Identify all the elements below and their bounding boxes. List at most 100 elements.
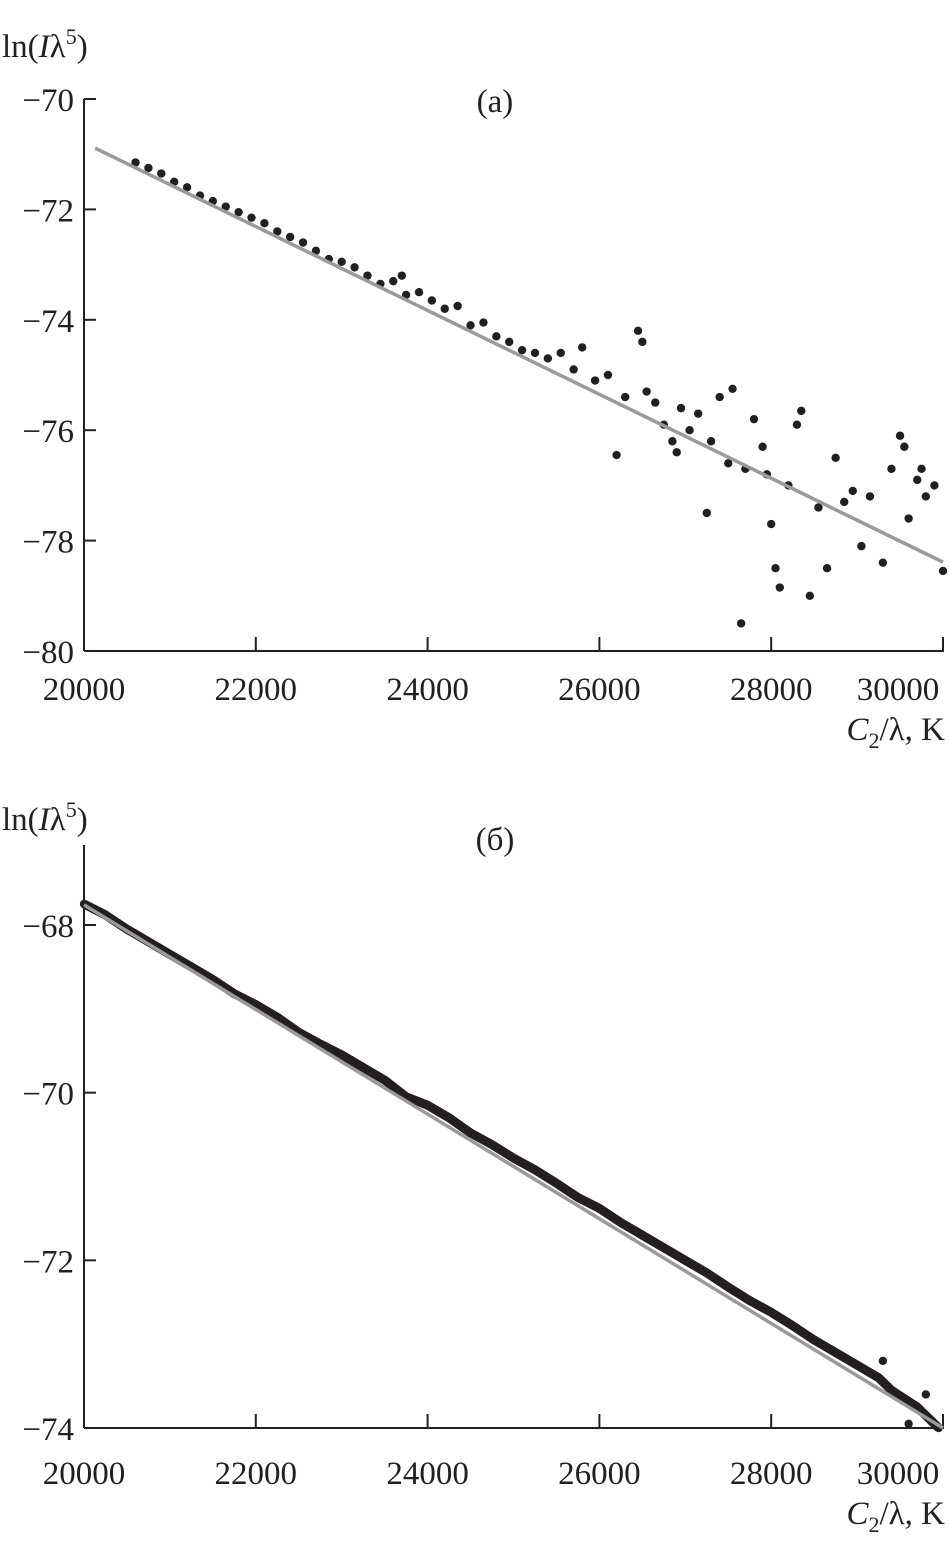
data-point [865,492,875,501]
y-tick-label: −74 [22,304,74,340]
data-point [590,376,600,385]
y-label-suffix: ) [77,802,88,838]
data-point [350,263,359,272]
data-point [775,583,784,592]
data-point [878,1356,888,1366]
data-point [603,370,613,380]
data-point [702,508,711,518]
data-point [157,169,166,178]
data-point [569,365,578,374]
data-point [556,348,565,358]
y-tick-label: −78 [22,525,74,561]
x-tick-label: 22000 [215,1456,298,1492]
y-label-italic: I [38,802,52,838]
data-point [466,321,475,330]
data-point [904,1419,913,1429]
panel-label: (a) [477,84,514,120]
data-point [840,497,849,507]
data-point [247,213,256,222]
y-axis-label: ln(Iλ5) [2,797,88,838]
data-point [389,276,398,286]
y-label-prefix: ln( [2,802,39,838]
x-axis-label: C2/λ, K [846,1496,945,1537]
data-point [182,183,192,192]
x-label-italic: C [846,712,869,748]
data-point-band [81,900,942,1432]
data-point [676,403,686,413]
data-point [693,409,703,418]
y-tick-label: −68 [22,909,74,945]
data-point [792,420,802,429]
data-point [221,202,230,211]
x-tick-label: 30000 [857,1456,940,1492]
data-point [672,448,681,457]
data-point [298,238,308,247]
data-point [728,384,737,393]
data-point [771,564,780,573]
data-point [921,1390,931,1399]
data-point [273,227,282,236]
data-point [736,619,746,628]
y-label-prefix: ln( [2,29,39,65]
panel-a: 20000 22000 24000 26000 28000 30000 −70 −72 −74 −… [2,24,948,753]
data-point [530,348,540,358]
data-point [930,481,939,490]
data-point [895,431,905,440]
data-point [578,343,587,352]
data-point [440,304,449,313]
data-point [724,459,733,468]
data-point [685,426,694,435]
data-point [517,345,527,355]
scatter-points [131,158,948,628]
x-label-sub: 2 [868,1512,879,1537]
y-label-lambda: λ [50,29,66,65]
x-tick-label: 26000 [558,672,641,708]
data-point [633,326,643,336]
data-point [453,301,462,311]
y-label-sup: 5 [66,24,77,49]
data-point [285,232,295,242]
data-point [938,566,948,576]
data-point [848,486,858,496]
data-point [638,337,647,347]
x-tick-label: 28000 [730,672,813,708]
data-point [822,564,832,573]
data-point [706,437,716,446]
data-point [414,288,424,297]
data-point [144,163,153,173]
data-point [612,450,621,460]
y-axis-label: ln(Iλ5) [2,24,88,65]
data-point [427,296,437,305]
data-point [260,219,269,228]
fit-line [83,903,944,1430]
y-tick-label: −70 [22,1077,74,1113]
y-label-lambda: λ [50,802,66,838]
y-label-sup: 5 [66,797,77,822]
data-point [913,475,922,485]
x-tick-label: 20000 [43,1456,126,1492]
panel-label: (б) [476,822,515,858]
data-point [715,392,724,402]
x-label-rest: /λ, K [879,712,945,748]
x-tick-label: 24000 [386,672,469,708]
fit-line [94,146,944,564]
x-label-rest: /λ, K [879,1496,945,1532]
x-axis-label: C2/λ, K [846,712,945,753]
data-point [917,464,926,474]
data-point [234,207,243,217]
data-point [311,246,321,255]
y-label-italic: I [38,29,52,65]
data-point [363,271,372,280]
x-tick-label: 22000 [215,672,298,708]
data-point [651,398,660,407]
y-tick-label: −72 [22,1244,74,1280]
data-point [857,541,866,551]
data-point [397,271,407,280]
x-label-italic: C [846,1496,869,1532]
data-point [337,257,346,267]
x-tick-label: 24000 [386,1456,469,1492]
x-label-sub: 2 [868,728,879,753]
data-point [668,437,677,446]
data-point [543,354,553,363]
